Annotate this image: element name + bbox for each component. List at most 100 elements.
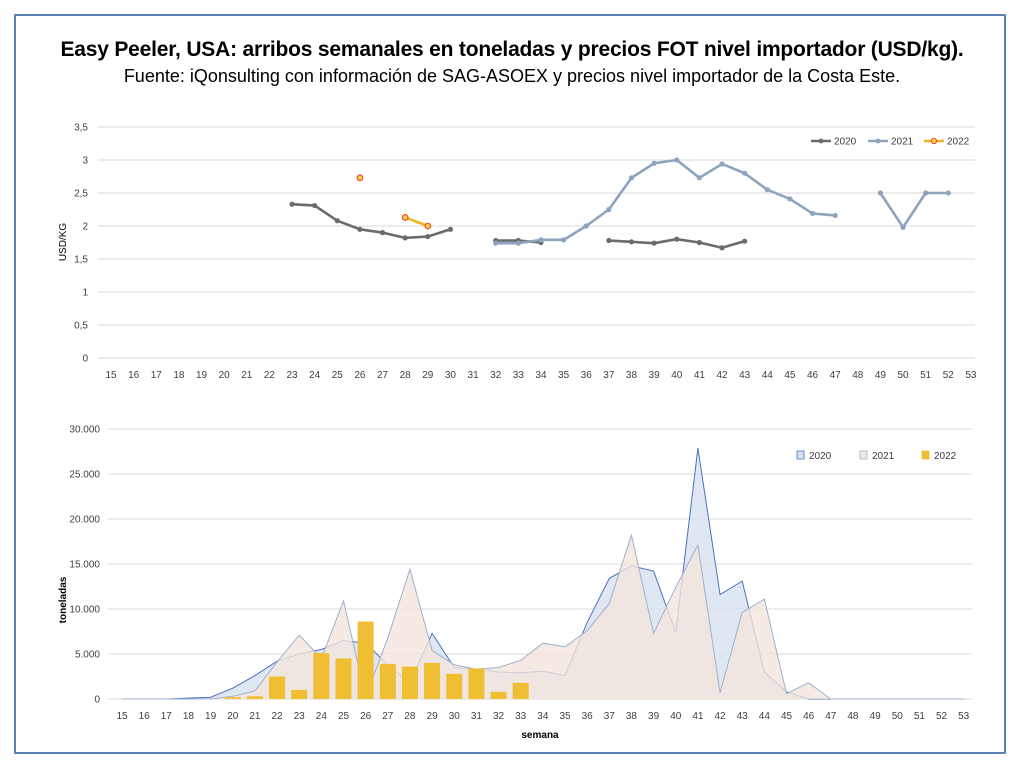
legend-label-2022: 2022 xyxy=(934,451,957,462)
x-tick-label: 24 xyxy=(309,370,321,381)
x-tick-label: 44 xyxy=(759,711,771,722)
series-2020-segment xyxy=(698,241,724,250)
series-2020-segment xyxy=(630,240,656,245)
legend-label-2020: 2020 xyxy=(834,137,857,148)
area-outline-2021 xyxy=(122,533,964,700)
bar-2022 xyxy=(246,696,263,699)
y-tick-label: 5.000 xyxy=(75,650,100,661)
series-2021-point xyxy=(809,210,816,217)
y-tick-label: 0,5 xyxy=(74,321,88,332)
x-tick-label: 21 xyxy=(249,711,261,722)
y-tick-label: 0 xyxy=(82,354,88,365)
x-tick-label: 41 xyxy=(692,711,704,722)
x-tick-label: 45 xyxy=(781,711,793,722)
series-2020-point xyxy=(651,240,657,246)
x-tick-label: 35 xyxy=(558,370,570,381)
x-tick-label: 21 xyxy=(241,370,253,381)
series-2021-point xyxy=(832,212,838,219)
y-tick-label: 3 xyxy=(82,156,88,167)
x-tick-label: 38 xyxy=(626,711,638,722)
x-tick-label: 35 xyxy=(559,711,571,722)
legend-label-2021: 2021 xyxy=(891,137,914,148)
series-2021-segment xyxy=(788,197,814,215)
x-tick-label: 22 xyxy=(271,711,283,722)
x-tick-label: 46 xyxy=(807,370,819,381)
bar-2022 xyxy=(291,690,308,699)
x-tick-label: 30 xyxy=(445,370,457,381)
bar-2022 xyxy=(512,682,529,699)
series-2020-segment xyxy=(403,235,430,240)
x-tick-label: 45 xyxy=(784,370,796,381)
x-tick-label: 39 xyxy=(648,711,660,722)
series-2021-point xyxy=(923,190,929,196)
series-2021-point xyxy=(538,237,544,243)
series-2020-segment xyxy=(652,237,679,245)
y-tick-label: 10.000 xyxy=(69,605,100,616)
series-2020-point xyxy=(334,218,340,224)
series-2021-point xyxy=(674,157,680,163)
x-tick-label: 37 xyxy=(604,711,616,722)
bar-2022 xyxy=(224,697,241,699)
x-tick-label: 17 xyxy=(151,370,163,381)
x-tick-label: 51 xyxy=(914,711,926,722)
y-tick-label: 0 xyxy=(94,695,100,706)
series-2021-segment xyxy=(811,212,837,217)
x-tick-label: 23 xyxy=(286,370,298,381)
legend-swatch-2022 xyxy=(921,450,930,460)
x-tick-label: 33 xyxy=(515,711,527,722)
x-tick-label: 32 xyxy=(493,711,505,722)
series-2020-segment xyxy=(426,228,452,238)
x-tick-label: 51 xyxy=(920,370,932,381)
legend-label-2022: 2022 xyxy=(947,137,970,148)
x-tick-label: 42 xyxy=(714,711,726,722)
x-tick-label: 16 xyxy=(139,711,151,722)
x-tick-label: 50 xyxy=(892,711,904,722)
y-axis-label: toneladas xyxy=(58,576,69,623)
series-2021-segment xyxy=(698,162,724,180)
x-tick-label: 18 xyxy=(173,370,185,381)
y-tick-label: 20.000 xyxy=(69,515,100,526)
series-2021-point xyxy=(561,237,567,243)
x-tick-label: 29 xyxy=(427,711,439,722)
series-2021-point xyxy=(606,206,612,213)
x-tick-label: 43 xyxy=(739,370,751,381)
x-axis-label: semana xyxy=(521,730,559,741)
x-tick-label: 19 xyxy=(196,370,208,381)
x-tick-label: 30 xyxy=(449,711,461,722)
series-2021-point xyxy=(583,223,589,229)
x-tick-label: 34 xyxy=(537,711,549,722)
series-2020-segment xyxy=(335,219,362,231)
y-tick-label: 2,5 xyxy=(74,189,88,200)
x-tick-label: 28 xyxy=(400,370,412,381)
x-tick-label: 48 xyxy=(847,711,859,722)
x-tick-label: 47 xyxy=(830,370,842,381)
series-2020-point xyxy=(402,235,408,241)
x-tick-label: 36 xyxy=(581,370,593,381)
page-subtitle: Fuente: iQonsulting con información de S… xyxy=(123,66,901,86)
series-2021-segment xyxy=(630,162,656,180)
x-tick-label: 25 xyxy=(338,711,350,722)
bar-2022 xyxy=(357,621,374,699)
x-tick-label: 16 xyxy=(128,370,140,381)
series-2022-point xyxy=(401,214,409,221)
series-2020-segment xyxy=(607,239,633,244)
x-tick-label: 41 xyxy=(694,370,706,381)
x-tick-label: 46 xyxy=(803,711,815,722)
series-2021-point xyxy=(719,161,725,167)
x-tick-label: 26 xyxy=(360,711,372,722)
legend-label-2021: 2021 xyxy=(872,451,895,462)
series-2021-segment xyxy=(879,191,905,229)
series-2020-point xyxy=(447,226,454,232)
series-2021-point xyxy=(515,240,521,246)
series-2021-point xyxy=(628,175,635,181)
series-2020-point xyxy=(674,236,680,242)
series-2020-point xyxy=(719,245,725,251)
series-2021-point xyxy=(493,240,499,246)
bar-2022 xyxy=(335,658,352,699)
y-tick-label: 15.000 xyxy=(69,560,100,571)
series-2020-segment xyxy=(675,237,701,244)
series-2021-segment xyxy=(675,158,701,180)
bar-2022 xyxy=(446,673,463,699)
bar-2022 xyxy=(313,653,330,699)
series-2020-point xyxy=(379,230,386,236)
